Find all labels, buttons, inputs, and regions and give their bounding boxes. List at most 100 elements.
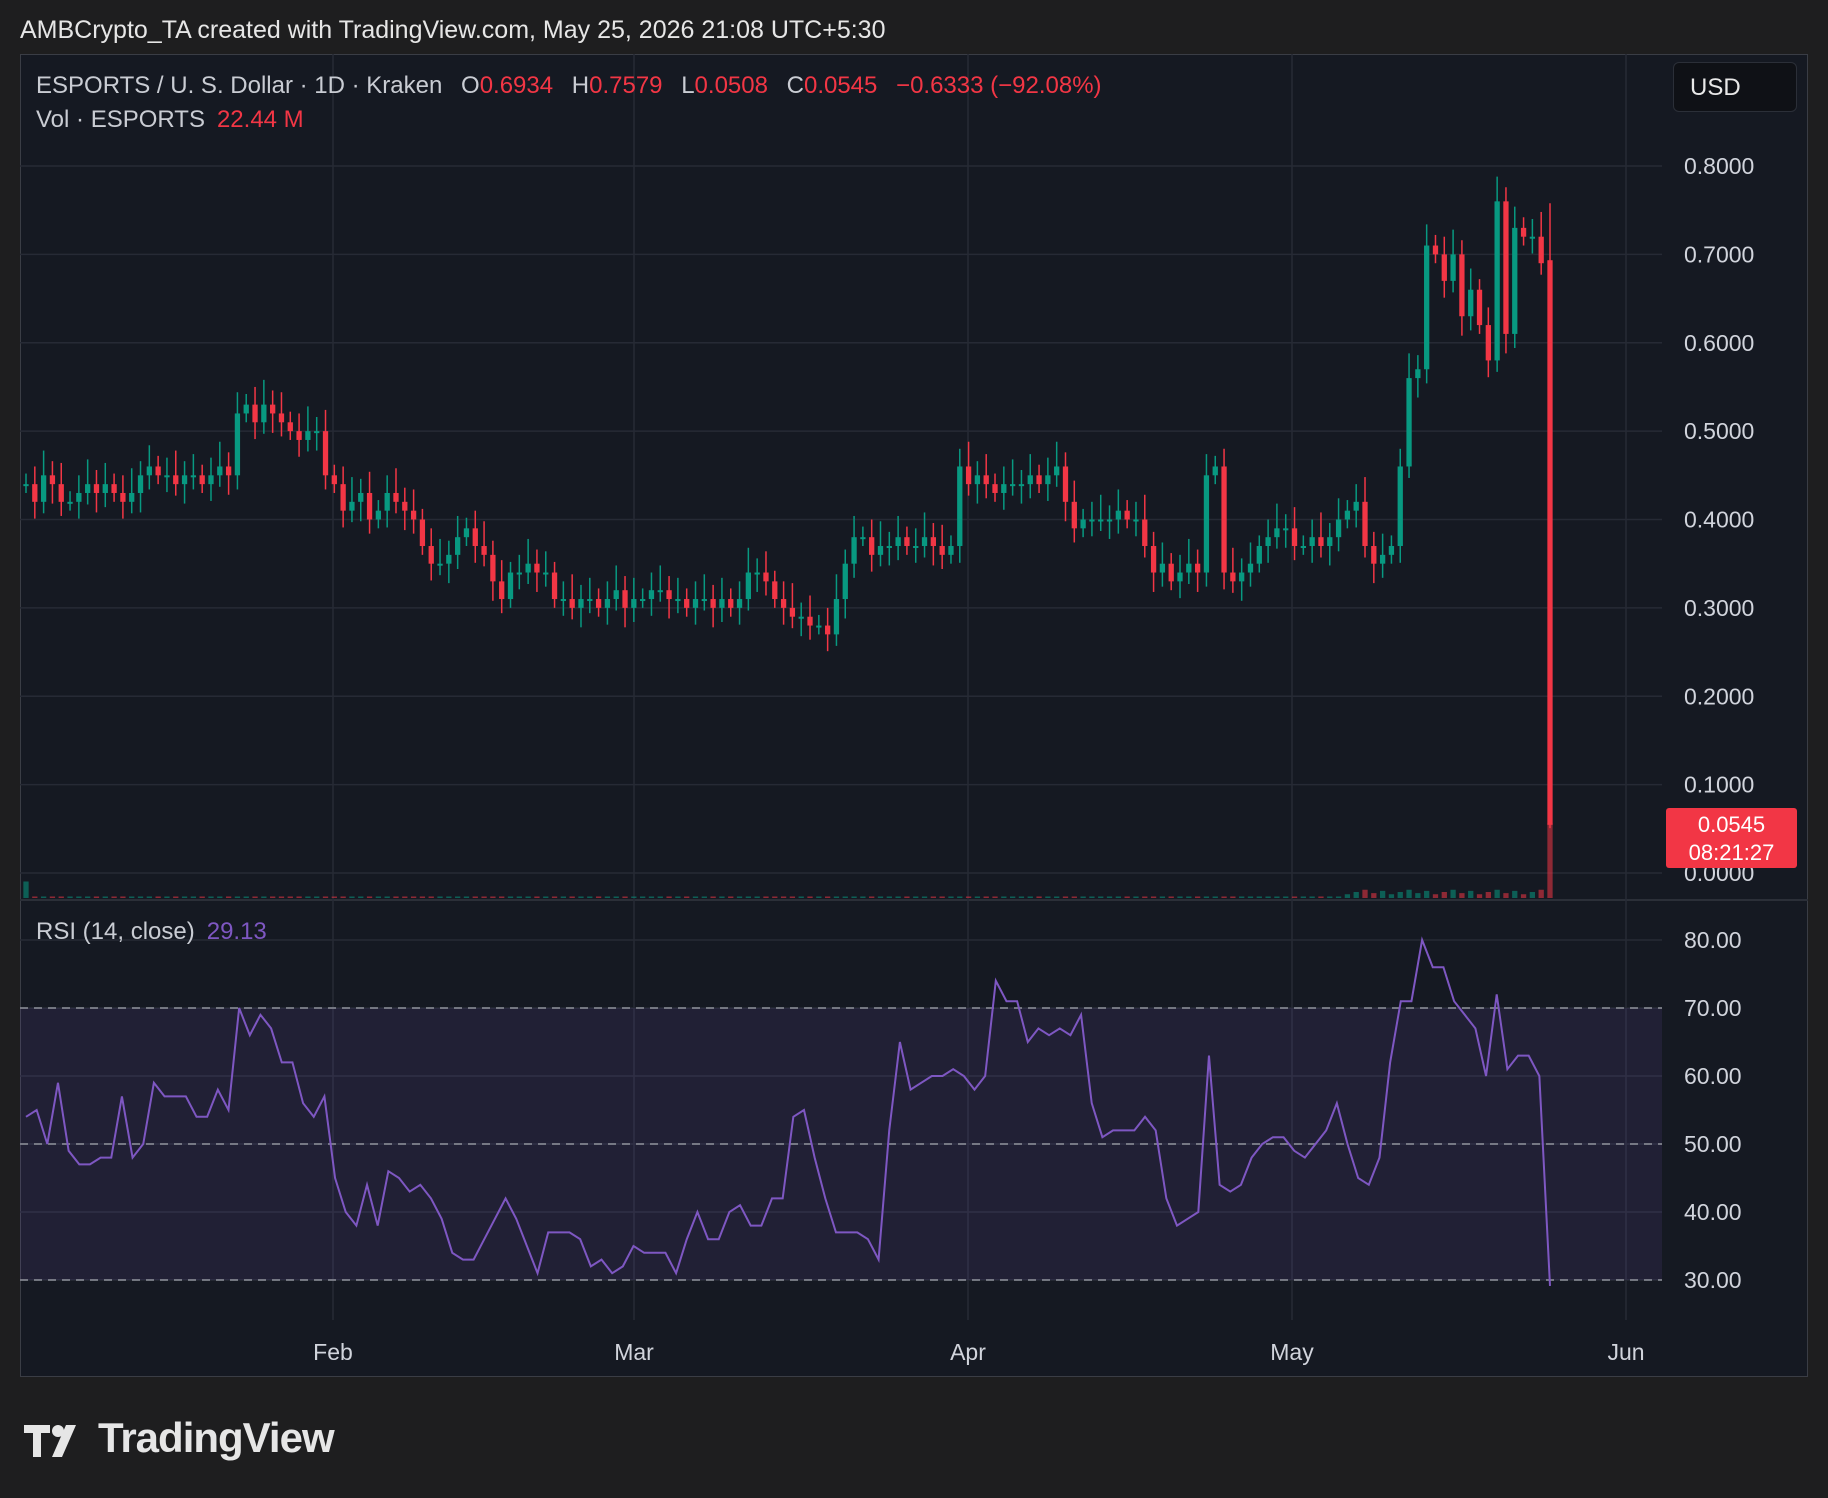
volume-bar (1071, 896, 1077, 898)
candle-body (314, 431, 320, 434)
volume-bar (772, 896, 778, 898)
candle-body (1106, 519, 1113, 522)
volume-bar (1247, 896, 1254, 898)
volume-bar (710, 896, 716, 898)
volume-bar (111, 896, 117, 898)
candle-body (1212, 466, 1218, 476)
volume-bar (1230, 896, 1236, 898)
volume-bar (1009, 896, 1016, 898)
volume-bar (886, 896, 892, 898)
candle-body (824, 625, 831, 635)
candle-body (270, 404, 276, 414)
rsi-band (20, 1007, 1662, 1281)
volume-bar (640, 896, 646, 898)
volume-bar (921, 896, 928, 898)
candle-body (1177, 572, 1183, 582)
volume-bar (1150, 896, 1157, 898)
volume-bar (1459, 893, 1465, 898)
volume-bar (1124, 896, 1130, 898)
candle-body (948, 546, 954, 555)
volume-bar (904, 896, 910, 898)
candle-body (640, 599, 646, 602)
volume-bar (366, 896, 373, 898)
tradingview-logo[interactable]: TradingView (22, 1414, 335, 1462)
candle-body (974, 475, 981, 485)
candle-body (137, 475, 144, 493)
candle-body (32, 484, 38, 502)
volume-bar (173, 896, 179, 898)
volume-bar (957, 896, 963, 898)
candle-body (1547, 260, 1553, 825)
candle-body (1450, 254, 1456, 281)
volume-bar (992, 896, 998, 898)
volume-bar (23, 881, 29, 898)
volume-bar (648, 896, 655, 898)
volume-bar (446, 896, 452, 898)
rsi-label[interactable]: RSI (14, close) (36, 918, 195, 945)
volume-bar (76, 896, 82, 898)
candle-body (402, 501, 408, 511)
candle-body (287, 422, 293, 432)
volume-bar (1098, 896, 1104, 898)
volume-bar (1494, 889, 1500, 898)
candle-body (692, 599, 699, 608)
volume-bar (1468, 890, 1474, 898)
candle-body (1133, 519, 1139, 522)
volume-bar (560, 896, 567, 898)
volume-bar (481, 896, 487, 898)
volume-bar (807, 896, 813, 898)
volume-bar (1344, 894, 1351, 898)
volume-bars (23, 823, 1553, 898)
volume-value: 22.44 M (216, 106, 304, 133)
volume-bar (1045, 896, 1051, 898)
candle-body (296, 431, 302, 440)
candle-body (1089, 519, 1095, 522)
volume-bar (1318, 896, 1324, 898)
candle-body (1485, 325, 1491, 361)
volume-bar (507, 896, 514, 898)
volume-bar (736, 896, 743, 898)
volume-bar (701, 896, 707, 898)
rsi-axis: 80.00 70.00 60.00 50.00 40.00 30.00 (1684, 927, 1742, 1293)
price-tick-label: 0.8000 (1684, 153, 1754, 179)
candle-body (913, 546, 919, 549)
candle-body (983, 475, 989, 485)
volume-bar (1036, 896, 1042, 898)
bar-countdown: 08:21:27 (1688, 840, 1775, 865)
volume-label[interactable]: Vol · ESPORTS (36, 106, 205, 133)
rsi-tick-label: 50.00 (1684, 1131, 1742, 1157)
currency-button[interactable]: USD (1673, 62, 1797, 112)
candle-body (1168, 563, 1174, 582)
volume-bar (1335, 896, 1342, 898)
candle-body (217, 466, 223, 476)
volume-bar (199, 896, 205, 898)
volume-bar (1415, 893, 1421, 898)
volume-bar (472, 896, 478, 898)
volume-bar (1309, 896, 1315, 898)
candle-body (1142, 519, 1148, 547)
candle-body (543, 572, 549, 575)
candle-body (129, 492, 135, 502)
candle-body (1239, 572, 1245, 582)
volume-bar (983, 896, 989, 898)
volume-bar (340, 896, 346, 898)
candle-body (173, 475, 179, 485)
symbol-name[interactable]: ESPORTS / U. S. Dollar · 1D · Kraken (36, 72, 443, 99)
volume-bar (164, 896, 170, 898)
volume-bar (322, 896, 329, 898)
volume-bar (728, 896, 734, 898)
candle-body (525, 563, 531, 573)
candle-body (921, 537, 928, 547)
volume-bar (692, 896, 699, 898)
candle-body (499, 581, 505, 600)
candle-body (807, 616, 813, 626)
candle-body (428, 546, 434, 564)
chart-frame[interactable] (20, 54, 1808, 1377)
price-tick-label: 0.2000 (1684, 683, 1754, 709)
candle-body (1230, 572, 1236, 582)
candle-body (261, 404, 267, 423)
volume-bar (516, 896, 522, 898)
candle-body (40, 475, 47, 502)
rsi-tick-label: 80.00 (1684, 927, 1742, 953)
